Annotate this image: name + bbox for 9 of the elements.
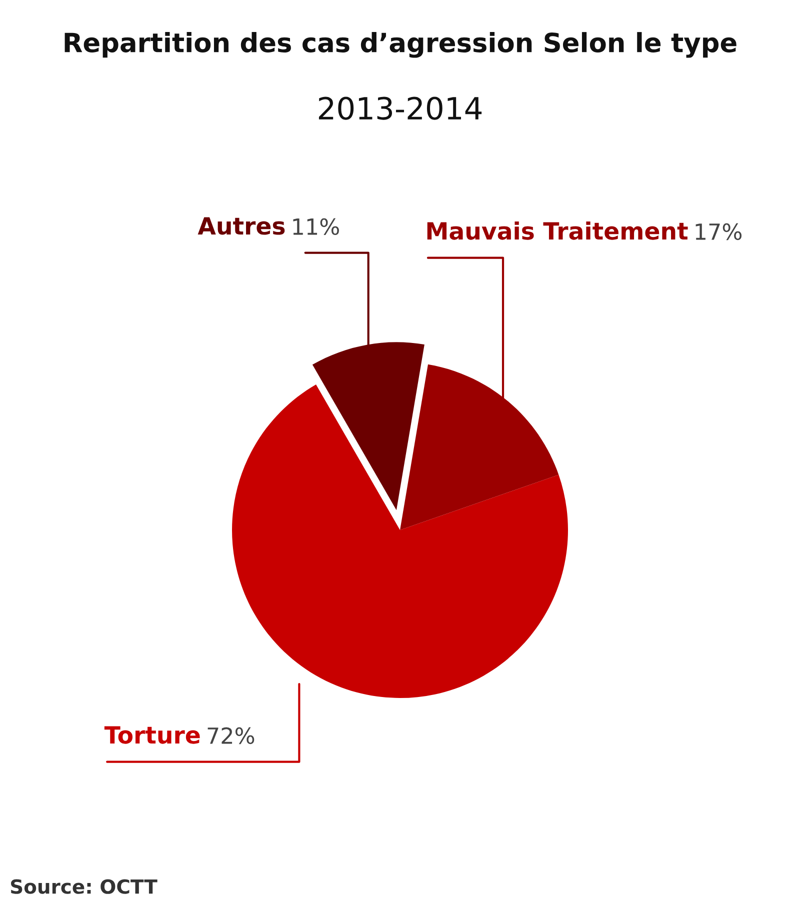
source-note: Source: OCTT bbox=[10, 879, 158, 894]
data-label: 11% bbox=[293, 218, 339, 236]
slice-label: Autres bbox=[198, 217, 285, 235]
slice-label: Torture bbox=[104, 726, 200, 744]
data-label: 72% bbox=[208, 727, 254, 744]
slice-label: Mauvais Traitement bbox=[427, 222, 688, 240]
chart-title: Repartition des cas d’agression Selon le type bbox=[64, 32, 736, 58]
data-label: 17% bbox=[696, 223, 742, 240]
chart-subtitle: 2013-2014 bbox=[318, 96, 482, 120]
